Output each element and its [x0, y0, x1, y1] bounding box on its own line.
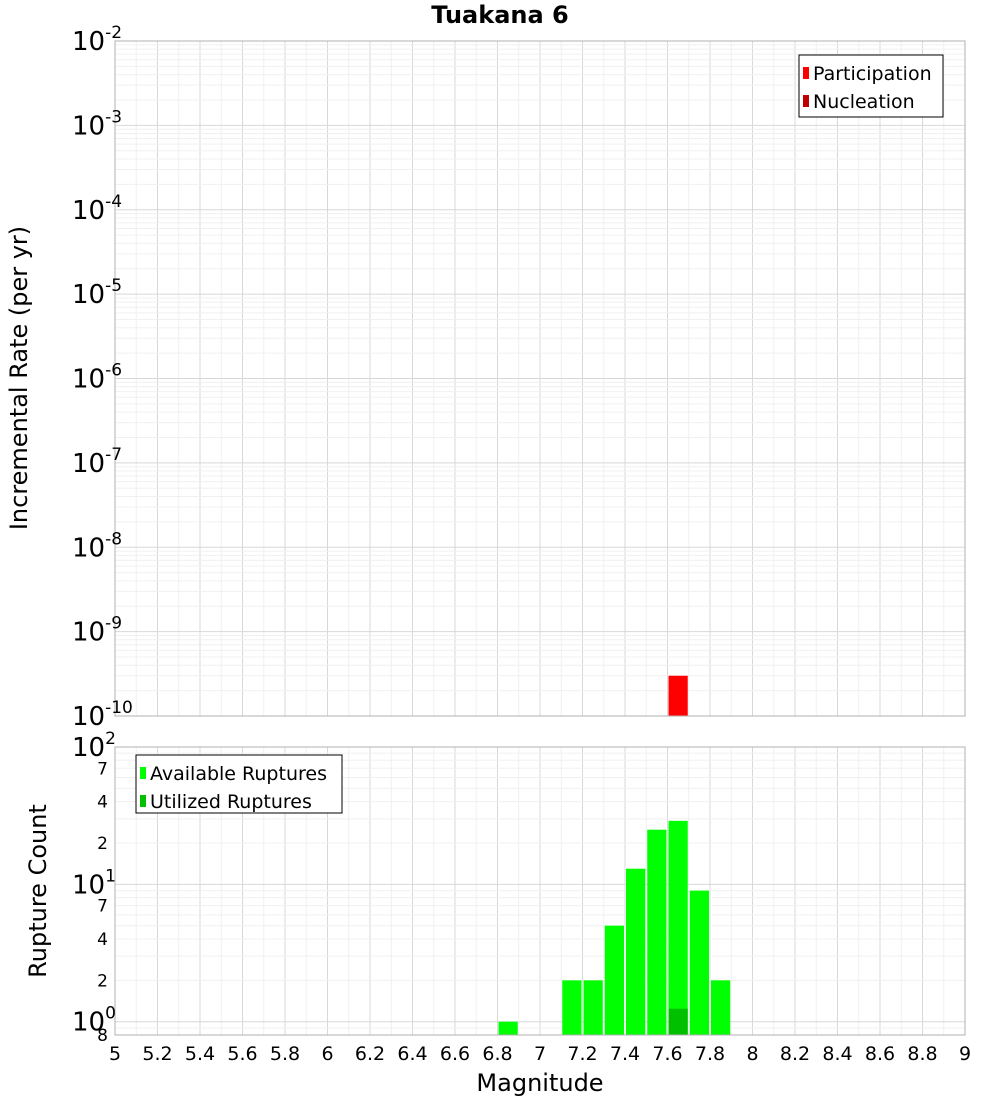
y-tick-exponent: -7 — [105, 445, 122, 465]
y-tick-label: 10-10 — [72, 698, 133, 732]
y-tick-exponent: -6 — [105, 361, 122, 381]
x-tick-label: 7.8 — [695, 1043, 725, 1065]
y-tick-base: 10 — [72, 111, 105, 141]
y-tick-base: 10 — [72, 449, 105, 479]
bar-utilized-ruptures — [668, 1008, 688, 1035]
bar-available-ruptures — [668, 820, 688, 1035]
x-tick-label: 5 — [109, 1043, 121, 1065]
bar-available-ruptures — [604, 925, 624, 1035]
legend-swatch — [140, 795, 146, 807]
x-tick-label: 7.2 — [567, 1043, 597, 1065]
chart-title: Tuakana 6 — [431, 1, 569, 29]
bottom-plot-border — [114, 746, 966, 1036]
legend-swatch — [803, 95, 809, 107]
y-tick-base: 10 — [72, 365, 105, 395]
top-y-axis-title: Incremental Rate (per yr) — [5, 226, 33, 530]
legend-box — [135, 754, 343, 814]
y-tick-exponent: -8 — [105, 529, 122, 549]
x-tick-label: 6 — [321, 1043, 333, 1065]
x-tick-label: 8.8 — [907, 1043, 937, 1065]
y-tick-base: 10 — [72, 702, 105, 732]
legend-swatch — [140, 767, 146, 779]
y-minor-tick-label: 8 — [97, 1026, 108, 1046]
y-tick-base: 10 — [72, 1008, 105, 1038]
y-tick-base: 10 — [72, 618, 105, 648]
y-tick-exponent: -2 — [105, 23, 122, 43]
bar-available-ruptures — [647, 829, 667, 1035]
y-tick-label: 10-2 — [72, 23, 122, 57]
bottom-y-axis-title: Rupture Count — [24, 804, 52, 978]
x-tick-label: 5.2 — [142, 1043, 172, 1065]
x-tick-label: 7.4 — [610, 1043, 640, 1065]
y-minor-tick-label: 4 — [97, 930, 108, 950]
y-minor-tick-label: 4 — [97, 793, 108, 813]
x-axis-title: Magnitude — [476, 1069, 603, 1097]
y-tick-exponent: -10 — [105, 698, 133, 718]
legend-label: Utilized Ruptures — [150, 791, 312, 813]
bar-available-ruptures — [626, 868, 646, 1035]
bar-participation — [668, 675, 688, 716]
y-tick-label: 100 — [72, 1004, 116, 1038]
legend-swatch — [803, 67, 809, 79]
bar-available-ruptures — [562, 980, 582, 1035]
y-tick-label: 102 — [72, 729, 116, 763]
x-tick-label: 8.6 — [865, 1043, 895, 1065]
legend-label: Nucleation — [813, 91, 915, 113]
y-tick-exponent: -3 — [105, 107, 122, 127]
x-tick-label: 6.6 — [440, 1043, 470, 1065]
y-tick-base: 10 — [72, 27, 105, 57]
x-tick-label: 5.4 — [185, 1043, 215, 1065]
top-plot-border — [114, 40, 966, 717]
x-tick-label: 6.8 — [482, 1043, 512, 1065]
y-minor-tick-label: 7 — [97, 759, 108, 779]
y-tick-base: 10 — [72, 196, 105, 226]
y-tick-label: 10-4 — [72, 192, 122, 226]
y-tick-exponent: -9 — [105, 614, 122, 634]
x-tick-label: 6.4 — [397, 1043, 427, 1065]
x-tick-label: 8 — [746, 1043, 758, 1065]
bar-available-ruptures — [583, 980, 603, 1035]
x-tick-label: 7 — [534, 1043, 546, 1065]
y-minor-tick-label: 2 — [97, 834, 108, 854]
y-tick-base: 10 — [72, 733, 105, 763]
y-tick-label: 10-9 — [72, 614, 122, 648]
y-tick-exponent: 0 — [105, 1004, 116, 1024]
y-tick-label: 10-5 — [72, 276, 122, 310]
y-tick-exponent: 1 — [105, 866, 116, 886]
y-tick-base: 10 — [72, 533, 105, 563]
y-tick-exponent: -4 — [105, 192, 122, 212]
y-tick-label: 101 — [72, 866, 116, 900]
y-minor-tick-label: 2 — [97, 971, 108, 991]
y-tick-base: 10 — [72, 280, 105, 310]
y-tick-label: 10-6 — [72, 361, 122, 395]
bar-available-ruptures — [711, 980, 731, 1035]
x-tick-label: 5.8 — [270, 1043, 300, 1065]
bar-available-ruptures — [498, 1021, 518, 1035]
x-tick-label: 8.2 — [780, 1043, 810, 1065]
x-tick-label: 6.2 — [355, 1043, 385, 1065]
x-tick-label: 7.6 — [652, 1043, 682, 1065]
y-tick-base: 10 — [72, 870, 105, 900]
legend-label: Available Ruptures — [150, 763, 327, 785]
y-tick-label: 10-8 — [72, 529, 122, 563]
x-tick-label: 8.4 — [822, 1043, 852, 1065]
bar-available-ruptures — [689, 890, 709, 1035]
y-tick-exponent: -5 — [105, 276, 122, 296]
y-tick-exponent: 2 — [105, 729, 116, 749]
x-tick-label: 9 — [959, 1043, 971, 1065]
x-tick-label: 5.6 — [227, 1043, 257, 1065]
legend-box — [798, 54, 944, 118]
legend-label: Participation — [813, 63, 932, 85]
y-tick-label: 10-7 — [72, 445, 122, 479]
y-minor-tick-label: 7 — [97, 897, 108, 917]
y-tick-label: 10-3 — [72, 107, 122, 141]
